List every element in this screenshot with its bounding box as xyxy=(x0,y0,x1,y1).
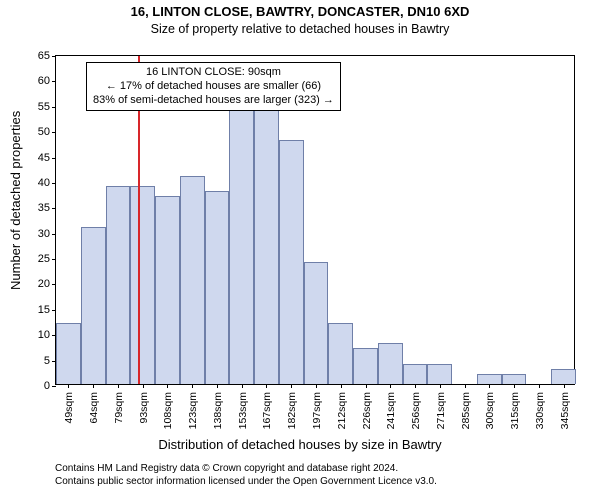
x-tick-label: 49sqm xyxy=(61,392,75,424)
y-tick-label: 50 xyxy=(16,126,56,138)
histogram-bar xyxy=(279,140,304,384)
x-tick-mark xyxy=(217,384,218,388)
y-tick-label: 5 xyxy=(16,355,56,367)
y-tick-mark xyxy=(52,310,56,311)
x-tick-label: 271sqm xyxy=(433,392,447,429)
chart-title: 16, LINTON CLOSE, BAWTRY, DONCASTER, DN1… xyxy=(0,4,600,19)
histogram-bar xyxy=(254,105,279,384)
x-tick-mark xyxy=(118,384,119,388)
x-tick-label: 79sqm xyxy=(111,392,125,424)
x-tick-label: 212sqm xyxy=(334,392,348,429)
x-tick-mark xyxy=(489,384,490,388)
annotation-line: 16 LINTON CLOSE: 90sqm xyxy=(93,66,334,80)
x-tick-mark xyxy=(93,384,94,388)
y-tick-mark xyxy=(52,56,56,57)
annotation-box: 16 LINTON CLOSE: 90sqm← 17% of detached … xyxy=(86,62,341,111)
x-tick-label: 93sqm xyxy=(136,392,150,424)
histogram-bar xyxy=(130,186,155,384)
y-tick-label: 0 xyxy=(16,380,56,392)
histogram-bar xyxy=(180,176,205,384)
x-tick-label: 197sqm xyxy=(309,392,323,429)
histogram-bar xyxy=(477,374,502,384)
histogram-bar xyxy=(229,110,254,384)
x-tick-mark xyxy=(242,384,243,388)
histogram-bar xyxy=(427,364,452,384)
x-axis-label: Distribution of detached houses by size … xyxy=(0,437,600,452)
y-tick-mark xyxy=(52,158,56,159)
y-tick-mark xyxy=(52,183,56,184)
annotation-line: 83% of semi-detached houses are larger (… xyxy=(93,94,334,108)
y-tick-mark xyxy=(52,81,56,82)
y-tick-label: 30 xyxy=(16,228,56,240)
footer-attribution: Contains HM Land Registry data © Crown c… xyxy=(55,463,437,488)
y-tick-mark xyxy=(52,208,56,209)
footer-line-1: Contains HM Land Registry data © Crown c… xyxy=(55,463,437,476)
x-tick-mark xyxy=(366,384,367,388)
chart-container: 16, LINTON CLOSE, BAWTRY, DONCASTER, DN1… xyxy=(0,0,600,500)
histogram-bar xyxy=(155,196,180,384)
y-tick-label: 40 xyxy=(16,177,56,189)
y-tick-label: 65 xyxy=(16,50,56,62)
x-tick-label: 285sqm xyxy=(458,392,472,429)
y-tick-mark xyxy=(52,132,56,133)
y-tick-mark xyxy=(52,259,56,260)
x-tick-mark xyxy=(192,384,193,388)
x-tick-label: 108sqm xyxy=(160,392,174,429)
y-tick-label: 10 xyxy=(16,329,56,341)
annotation-line: ← 17% of detached houses are smaller (66… xyxy=(93,80,334,94)
histogram-bar xyxy=(502,374,527,384)
x-tick-mark xyxy=(564,384,565,388)
chart-subtitle: Size of property relative to detached ho… xyxy=(0,22,600,36)
x-tick-label: 64sqm xyxy=(86,392,100,424)
y-tick-label: 35 xyxy=(16,202,56,214)
histogram-bar xyxy=(328,323,353,384)
x-tick-label: 182sqm xyxy=(284,392,298,429)
histogram-bar xyxy=(106,186,131,384)
x-tick-label: 330sqm xyxy=(532,392,546,429)
x-tick-mark xyxy=(291,384,292,388)
histogram-bar xyxy=(304,262,329,384)
y-tick-mark xyxy=(52,107,56,108)
x-tick-mark xyxy=(341,384,342,388)
x-tick-mark xyxy=(316,384,317,388)
histogram-bar xyxy=(378,343,403,384)
x-tick-label: 167sqm xyxy=(259,392,273,429)
x-tick-mark xyxy=(440,384,441,388)
x-tick-label: 138sqm xyxy=(210,392,224,429)
y-tick-label: 15 xyxy=(16,304,56,316)
histogram-bar xyxy=(353,348,378,384)
x-tick-mark xyxy=(266,384,267,388)
x-tick-mark xyxy=(167,384,168,388)
x-tick-label: 300sqm xyxy=(482,392,496,429)
x-tick-label: 256sqm xyxy=(408,392,422,429)
histogram-bar xyxy=(81,227,106,384)
footer-line-2: Contains public sector information licen… xyxy=(55,476,437,489)
y-tick-label: 25 xyxy=(16,253,56,265)
histogram-bar xyxy=(403,364,428,384)
x-tick-label: 226sqm xyxy=(359,392,373,429)
x-tick-label: 241sqm xyxy=(383,392,397,429)
histogram-bar xyxy=(56,323,81,384)
x-tick-label: 153sqm xyxy=(235,392,249,429)
x-tick-mark xyxy=(390,384,391,388)
x-tick-label: 345sqm xyxy=(557,392,571,429)
y-tick-label: 55 xyxy=(16,101,56,113)
plot-area: 0510152025303540455055606549sqm64sqm79sq… xyxy=(55,55,575,385)
x-tick-mark xyxy=(539,384,540,388)
y-tick-label: 60 xyxy=(16,75,56,87)
x-tick-mark xyxy=(415,384,416,388)
x-tick-mark xyxy=(68,384,69,388)
x-tick-mark xyxy=(465,384,466,388)
y-tick-mark xyxy=(52,284,56,285)
y-tick-mark xyxy=(52,234,56,235)
y-tick-label: 20 xyxy=(16,278,56,290)
y-tick-label: 45 xyxy=(16,152,56,164)
x-tick-label: 123sqm xyxy=(185,392,199,429)
y-tick-mark xyxy=(52,386,56,387)
histogram-bar xyxy=(205,191,230,384)
x-tick-label: 315sqm xyxy=(507,392,521,429)
x-tick-mark xyxy=(514,384,515,388)
x-tick-mark xyxy=(143,384,144,388)
histogram-bar xyxy=(551,369,576,384)
